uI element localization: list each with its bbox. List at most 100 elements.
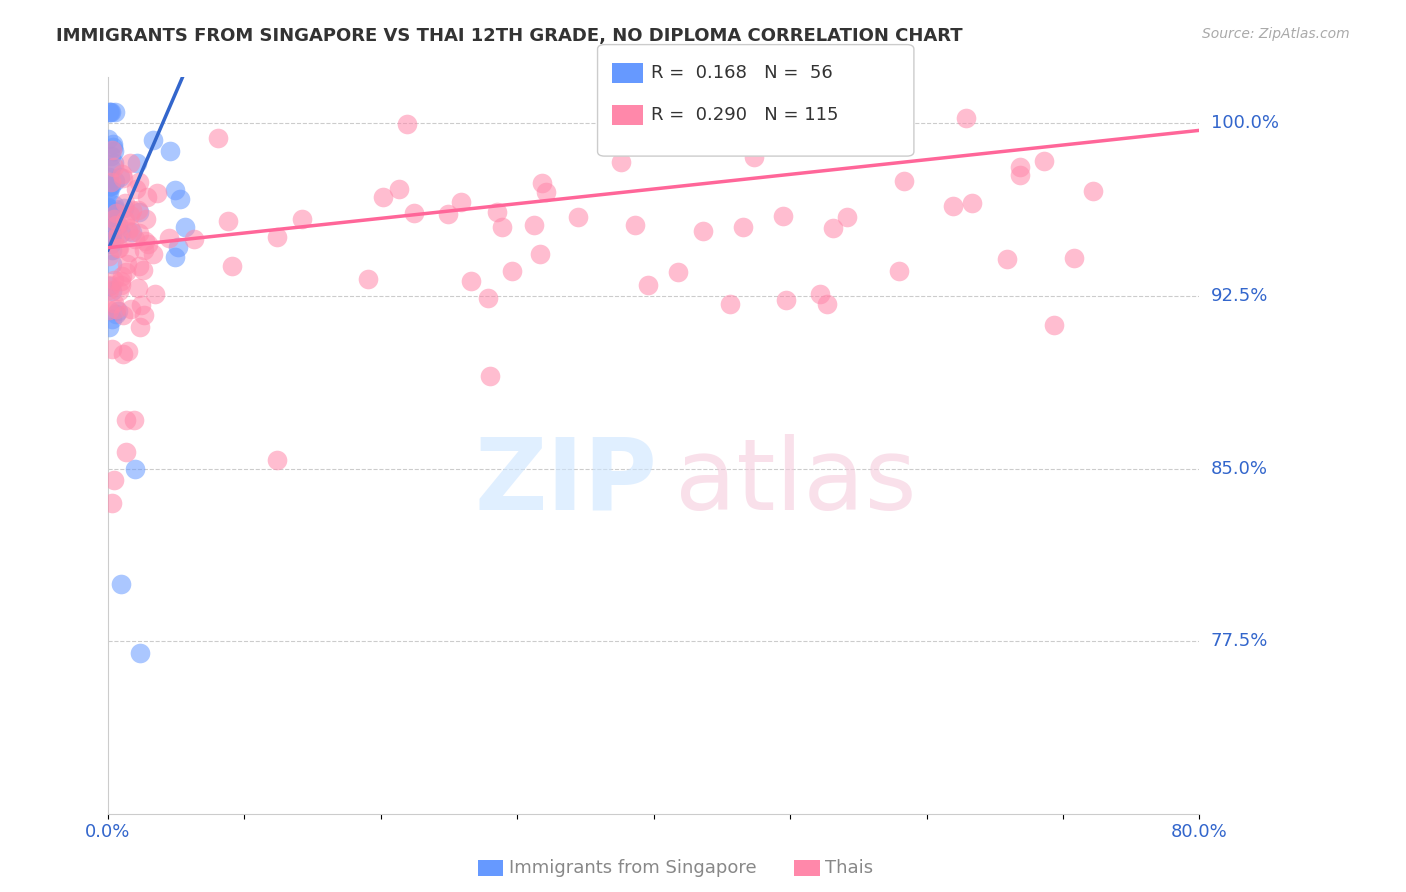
Point (159, 144, 181, 158)
Point (104, 302, 127, 317)
Point (103, 160, 125, 174)
Point (128, 205, 150, 219)
Text: Source: ZipAtlas.com: Source: ZipAtlas.com (1202, 27, 1350, 41)
Point (221, 259, 243, 273)
Point (637, 277, 659, 292)
Point (371, 190, 394, 204)
Point (97, 170, 120, 185)
Point (101, 227, 124, 242)
Point (772, 209, 794, 223)
Point (100, 243, 122, 257)
Point (460, 274, 482, 288)
Point (479, 369, 502, 384)
Point (165, 250, 187, 264)
Point (111, 308, 134, 322)
Point (98, 278, 121, 293)
Point (174, 219, 197, 234)
Point (266, 229, 288, 244)
Point (125, 182, 148, 196)
Point (120, 208, 142, 222)
Point (111, 167, 134, 181)
Point (450, 194, 472, 209)
Point (523, 218, 546, 232)
Point (491, 219, 513, 234)
Point (837, 210, 859, 224)
Point (100, 175, 122, 189)
Point (183, 232, 205, 246)
Point (567, 210, 589, 224)
Point (98, 105, 121, 120)
Point (142, 246, 165, 260)
Point (110, 226, 132, 240)
Point (529, 247, 551, 261)
Point (104, 105, 127, 120)
Point (167, 240, 190, 254)
Point (1008, 160, 1031, 174)
Point (108, 284, 131, 298)
Point (610, 154, 633, 169)
Point (100, 278, 122, 293)
Point (97, 249, 120, 263)
Text: R =  0.168   N =  56: R = 0.168 N = 56 (651, 64, 832, 82)
Point (169, 192, 191, 206)
Point (101, 211, 124, 225)
Point (870, 105, 893, 120)
Point (110, 273, 132, 287)
Point (388, 182, 411, 196)
Point (98, 303, 121, 318)
Point (97, 180, 120, 194)
Point (125, 156, 148, 170)
Point (131, 298, 153, 312)
Point (101, 284, 124, 298)
Point (101, 257, 124, 271)
Point (97, 203, 120, 218)
Point (103, 156, 125, 170)
Point (97, 132, 120, 146)
Point (124, 461, 146, 475)
Point (110, 277, 132, 292)
Point (134, 309, 156, 323)
Point (142, 133, 165, 147)
Point (128, 226, 150, 240)
Point (266, 453, 288, 467)
Point (131, 263, 153, 277)
Point (889, 264, 911, 278)
Text: Immigrants from Singapore: Immigrants from Singapore (509, 859, 756, 877)
Point (1043, 318, 1066, 332)
Point (97, 283, 120, 297)
Point (103, 232, 125, 246)
Point (97, 218, 120, 232)
Point (955, 112, 977, 126)
Point (110, 169, 132, 184)
Point (122, 413, 145, 427)
Point (146, 186, 169, 200)
Point (127, 281, 149, 295)
Point (111, 347, 134, 361)
Point (111, 268, 134, 283)
Point (893, 174, 915, 188)
Point (742, 151, 765, 165)
Text: 100.0%: 100.0% (1211, 114, 1278, 132)
Point (101, 140, 124, 154)
Point (107, 241, 129, 255)
Point (960, 196, 983, 211)
Point (534, 185, 557, 199)
Point (118, 221, 141, 235)
Point (104, 202, 127, 216)
Point (128, 320, 150, 334)
Point (98, 186, 121, 200)
Point (135, 190, 157, 204)
Point (101, 143, 124, 157)
Point (132, 243, 155, 257)
Point (501, 264, 523, 278)
Text: 92.5%: 92.5% (1211, 287, 1268, 305)
Point (115, 413, 138, 427)
Point (128, 260, 150, 274)
Point (103, 198, 125, 212)
Point (157, 231, 180, 245)
Point (624, 219, 647, 233)
Point (291, 212, 314, 227)
Point (121, 225, 143, 239)
Point (118, 245, 141, 260)
Point (718, 297, 741, 311)
